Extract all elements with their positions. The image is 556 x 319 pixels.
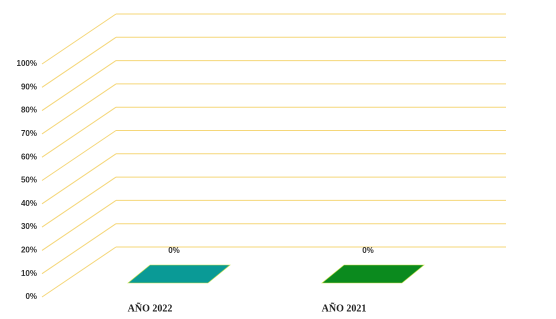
bar (128, 265, 230, 283)
y-tick-label: 40% (21, 199, 37, 208)
value-label: 0% (362, 246, 374, 255)
x-tick-label: AÑO 2022 (128, 302, 173, 314)
chart: 0% 10% 20% 30% 40% 50% 60% 70% 80% 90% 100% 0% AÑO 2… (0, 0, 556, 319)
grid-line (42, 224, 116, 274)
y-tick-label: 100% (17, 59, 37, 68)
y-tick-label: 70% (21, 129, 37, 138)
grid-line (42, 131, 116, 181)
grid-line (42, 37, 116, 87)
bar (322, 265, 424, 283)
bar-face (322, 265, 424, 283)
grid-line (42, 107, 116, 157)
y-tick-label: 0% (25, 292, 37, 301)
y-tick-label: 60% (21, 152, 37, 161)
grid-line (42, 14, 116, 64)
y-tick-label: 50% (21, 176, 37, 185)
y-tick-label: 30% (21, 222, 37, 231)
grid-line (42, 200, 116, 250)
grid-line (42, 84, 116, 134)
grid-line (42, 247, 116, 297)
x-tick-label: AÑO 2021 (322, 302, 367, 314)
y-tick-label: 20% (21, 246, 37, 255)
grid-line (42, 61, 116, 111)
y-tick-label: 80% (21, 106, 37, 115)
value-label: 0% (168, 246, 180, 255)
grid-line (42, 177, 116, 227)
y-tick-label: 90% (21, 82, 37, 91)
grid-line (42, 154, 116, 204)
bar-face (128, 265, 230, 283)
y-tick-label: 10% (21, 269, 37, 278)
